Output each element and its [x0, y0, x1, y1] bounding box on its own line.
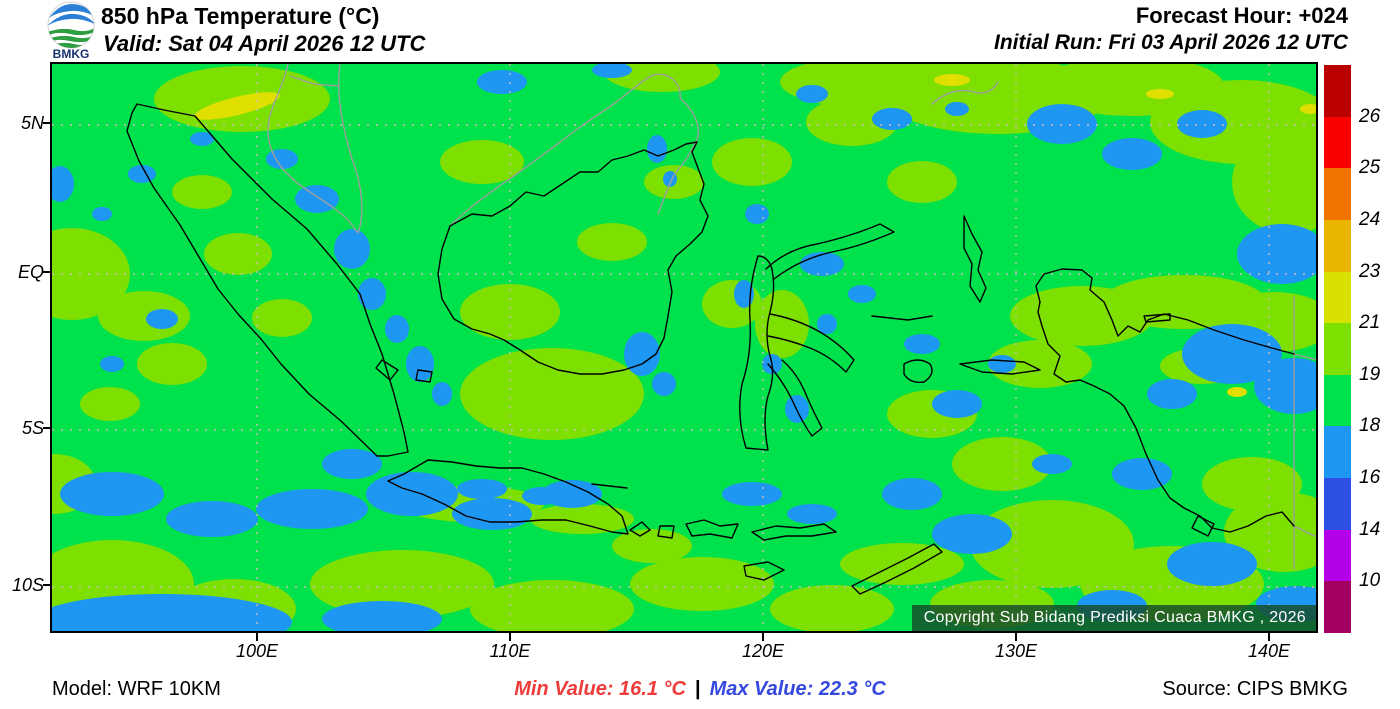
lat-label-5s: 5S	[21, 418, 44, 438]
valid-time: Valid: Sat 04 April 2026 12 UTC	[103, 31, 426, 56]
color-scale-label: 19	[1359, 363, 1381, 385]
color-scale-band	[1324, 374, 1351, 427]
lon-label-130e: 130E	[994, 641, 1038, 661]
color-scale-labels: 26 25 24 23 21 19 18 16 14 10	[1359, 65, 1399, 633]
color-scale-label: 26	[1359, 105, 1381, 127]
min-max-values: Min Value: 16.1 °C | Max Value: 22.3 °C	[514, 678, 886, 701]
source-label: Source: CIPS BMKG	[1162, 678, 1348, 700]
page-title: 850 hPa Temperature (°C)	[101, 3, 380, 29]
color-scale-band	[1324, 581, 1351, 634]
forecast-hour: Forecast Hour: +024	[1135, 3, 1348, 28]
bmkg-logo: BMKG	[47, 1, 95, 59]
lon-label-100e: 100E	[235, 641, 279, 661]
lon-label-120e: 120E	[741, 641, 785, 661]
color-scale-label: 16	[1359, 467, 1381, 489]
shading-patches-lawn	[52, 64, 1316, 631]
copyright-strip: Copyright Sub Bidang Prediksi Cuaca BMKG…	[911, 605, 1316, 631]
lon-label-140e: 140E	[1247, 641, 1291, 661]
lat-label-5n: 5N	[20, 113, 44, 133]
initial-run: Initial Run: Fri 03 April 2026 12 UTC	[994, 31, 1348, 54]
color-scale-band	[1324, 323, 1351, 375]
lat-tick	[43, 271, 51, 273]
color-scale-band	[1324, 116, 1351, 169]
logo-text: BMKG	[53, 47, 90, 59]
color-scale-band	[1324, 65, 1351, 117]
color-scale-band	[1324, 529, 1351, 582]
color-scale-band	[1324, 271, 1351, 324]
color-scale-band	[1324, 478, 1351, 530]
lon-tick	[509, 633, 511, 641]
temperature-map	[52, 64, 1316, 631]
lat-label-10s: 10S	[11, 575, 44, 595]
lat-tick	[43, 122, 51, 124]
color-scale-label: 18	[1359, 415, 1381, 437]
logo-art	[48, 4, 94, 48]
lon-tick	[256, 633, 258, 641]
max-value: Max Value: 22.3 °C	[709, 678, 886, 700]
lat-label-eq: EQ	[17, 262, 44, 282]
lat-tick	[43, 427, 51, 429]
color-scale	[1324, 65, 1351, 634]
min-max-divider: |	[694, 678, 701, 700]
graticule	[52, 64, 1316, 631]
foreign-borders	[267, 64, 1316, 570]
lon-label-110e: 110E	[489, 641, 531, 661]
lon-tick	[762, 633, 764, 641]
map-plot-area[interactable]: Copyright Sub Bidang Prediksi Cuaca BMKG…	[50, 62, 1318, 633]
color-scale-label: 14	[1359, 518, 1381, 540]
model-label: Model: WRF 10KM	[52, 678, 221, 700]
shading-patches-yellow	[194, 74, 1316, 397]
color-scale-label: 24	[1359, 208, 1381, 230]
color-scale-band	[1324, 168, 1351, 220]
color-scale-label: 10	[1359, 570, 1381, 592]
color-scale-label: 21	[1359, 312, 1381, 334]
color-scale-label: 25	[1359, 157, 1381, 179]
min-value: Min Value: 16.1 °C	[514, 678, 686, 700]
lon-tick	[1268, 633, 1270, 641]
lon-tick	[1015, 633, 1017, 641]
color-scale-band	[1324, 426, 1351, 479]
color-scale-band	[1324, 219, 1351, 272]
lat-tick	[43, 584, 51, 586]
color-scale-label: 23	[1359, 260, 1381, 282]
coastlines	[126, 103, 1295, 595]
